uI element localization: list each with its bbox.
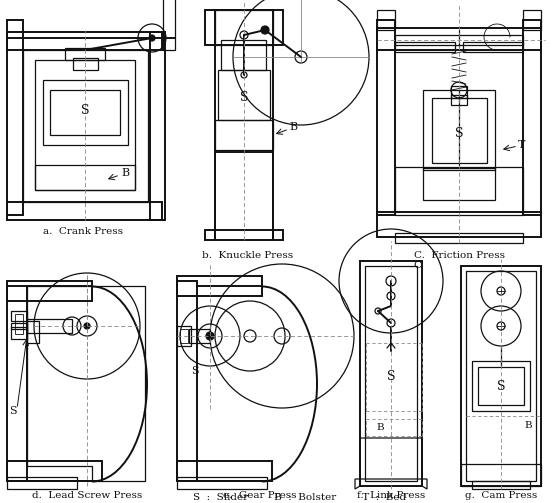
Bar [523, 10, 541, 30]
Text: S: S [497, 379, 505, 392]
Bar [395, 167, 523, 215]
Bar [43, 80, 128, 145]
Text: B: B [524, 422, 532, 431]
Bar [215, 10, 273, 240]
Text: S: S [9, 406, 17, 416]
Text: S: S [455, 126, 463, 139]
Text: d.  Lead Screw Press: d. Lead Screw Press [32, 490, 142, 499]
Text: B: B [376, 424, 384, 433]
Bar [27, 319, 72, 333]
Bar [150, 32, 165, 220]
Text: S: S [240, 91, 248, 104]
Bar [7, 477, 77, 489]
Text: g.  Cam Press: g. Cam Press [465, 490, 537, 499]
Bar [65, 48, 105, 60]
Text: S  :  Slider        B  :  Bolster        T  :  Bed: S : Slider B : Bolster T : Bed [194, 492, 406, 501]
Bar [7, 281, 92, 301]
Bar [177, 461, 272, 481]
Text: B: B [289, 122, 297, 132]
Bar [11, 323, 27, 329]
Bar [377, 10, 395, 30]
Bar [15, 314, 23, 334]
Bar [377, 20, 395, 215]
Bar [377, 28, 541, 50]
Bar [461, 464, 541, 486]
Bar [395, 35, 523, 45]
Bar [377, 212, 541, 237]
Bar [163, 0, 175, 50]
Bar [7, 286, 27, 481]
Circle shape [206, 332, 214, 340]
Text: S: S [387, 370, 395, 382]
Circle shape [149, 35, 155, 41]
Bar [177, 276, 262, 296]
Bar [395, 233, 523, 243]
Circle shape [84, 323, 90, 329]
Circle shape [261, 26, 269, 34]
Bar [11, 311, 27, 321]
Bar [7, 32, 162, 50]
Bar [463, 42, 523, 52]
Bar [180, 329, 188, 343]
Bar [177, 477, 267, 489]
Bar [177, 281, 197, 481]
Bar [7, 202, 162, 220]
Bar [221, 40, 266, 70]
Bar [466, 271, 536, 481]
Text: a.  Crank Press: a. Crank Press [43, 226, 123, 235]
Bar [7, 461, 102, 481]
Bar [218, 70, 270, 120]
Bar [423, 90, 495, 170]
Bar [461, 266, 541, 486]
Bar [23, 50, 148, 202]
Bar [27, 321, 39, 343]
Bar [478, 367, 524, 405]
Bar [189, 329, 210, 343]
Bar [11, 327, 27, 339]
Bar [50, 90, 120, 135]
Text: T: T [518, 140, 526, 150]
Bar [35, 165, 135, 190]
Text: b.  Knuckle Press: b. Knuckle Press [202, 252, 294, 261]
Bar [205, 10, 283, 45]
Bar [360, 261, 422, 486]
Bar [523, 20, 541, 215]
Text: B: B [121, 168, 129, 178]
Bar [7, 20, 23, 215]
Bar [177, 326, 191, 346]
Bar [395, 42, 455, 52]
Bar [451, 86, 467, 98]
Text: S: S [81, 104, 89, 117]
Text: S: S [191, 366, 199, 376]
Text: C.  Friction Press: C. Friction Press [414, 252, 504, 261]
Text: e.  Gear Press: e. Gear Press [223, 490, 297, 499]
Text: f.  Link Press: f. Link Press [357, 490, 425, 499]
Bar [472, 481, 530, 489]
Bar [35, 60, 135, 190]
Bar [73, 58, 98, 70]
Text: C: C [413, 262, 421, 271]
Bar [215, 10, 273, 45]
Bar [451, 95, 467, 105]
Bar [472, 361, 530, 411]
Bar [423, 168, 495, 200]
Bar [215, 120, 273, 150]
Bar [432, 98, 487, 163]
Bar [365, 266, 417, 481]
